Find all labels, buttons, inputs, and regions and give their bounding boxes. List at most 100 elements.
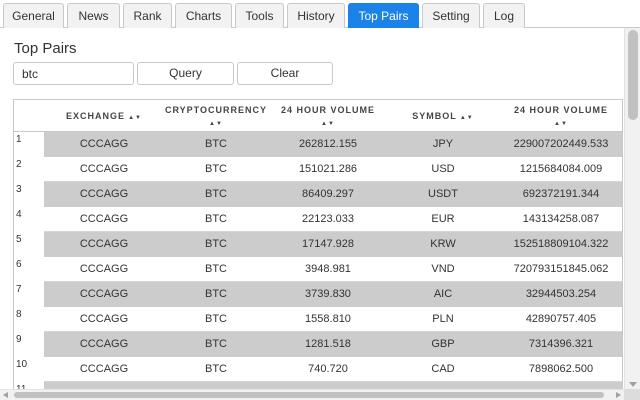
table-row[interactable]: 1 CCCAGG BTC 262812.155 JPY 229007202449… (14, 132, 622, 157)
cell-cryptocurrency: BTC (205, 188, 227, 200)
cell-cryptocurrency: BTC (205, 163, 227, 175)
cell-cryptocurrency: BTC (205, 138, 227, 150)
cell-cryptocurrency: BTC (205, 263, 227, 275)
cell-exchange: CCCAGG (79, 363, 129, 375)
table-row[interactable]: 8 CCCAGG BTC 1558.810 PLN 42890757.405 (14, 307, 622, 332)
query-button[interactable]: Query (137, 62, 234, 85)
scrollbar-corner (624, 389, 640, 400)
tab-charts[interactable]: Charts (175, 3, 232, 28)
tab-tools[interactable]: Tools (235, 3, 284, 28)
cell-volume-to: 143134258.087 (522, 213, 600, 225)
cell-symbol: AIC (433, 288, 453, 300)
cell-volume-to: 692372191.344 (522, 188, 600, 200)
column-header-cryptocurrency[interactable]: CRYPTOCURRENCY ▲▼ (164, 100, 268, 132)
cell-symbol: JPY (432, 138, 454, 150)
cell-symbol: GBP (431, 338, 455, 350)
cell-exchange: CCCAGG (79, 263, 129, 275)
table-row[interactable]: 11 (14, 382, 622, 390)
column-header-label: 24 HOUR VOLUME (280, 105, 375, 115)
tab-top-pairs[interactable]: Top Pairs (348, 3, 419, 28)
column-header-label: CRYPTOCURRENCY (164, 105, 267, 115)
cell-exchange: CCCAGG (79, 213, 129, 225)
table-row[interactable]: 4 CCCAGG BTC 22123.033 EUR 143134258.087 (14, 207, 622, 232)
row-cells: CCCAGG BTC 3948.981 VND 720793151845.062 (44, 257, 622, 282)
cell-volume: 86409.297 (302, 188, 354, 200)
vertical-scrollbar[interactable] (624, 28, 640, 389)
column-header-24h-volume[interactable]: 24 HOUR VOLUME ▲▼ (268, 100, 388, 132)
column-header-exchange[interactable]: EXCHANGE ▲▼ (44, 100, 164, 132)
clear-button[interactable]: Clear (237, 62, 333, 85)
table-header: EXCHANGE ▲▼ CRYPTOCURRENCY ▲▼ 24 HOUR VOLU… (14, 100, 622, 132)
tab-log[interactable]: Log (483, 3, 525, 28)
row-cells: CCCAGG BTC 22123.033 EUR 143134258.087 (44, 207, 622, 232)
tab-setting[interactable]: Setting (422, 3, 480, 28)
row-cells: CCCAGG BTC 740.720 CAD 7898062.500 (44, 357, 622, 382)
cell-volume-to: 7898062.500 (528, 363, 594, 375)
table-row[interactable]: 7 CCCAGG BTC 3739.830 AIC 32944503.254 (14, 282, 622, 307)
row-cells: CCCAGG BTC 1558.810 PLN 42890757.405 (44, 307, 622, 332)
row-cells: CCCAGG BTC 3739.830 AIC 32944503.254 (44, 282, 622, 307)
cell-volume: 151021.286 (298, 163, 358, 175)
table-row[interactable]: 10 CCCAGG BTC 740.720 CAD 7898062.500 (14, 357, 622, 382)
cell-exchange: CCCAGG (79, 163, 129, 175)
cell-symbol: EUR (431, 213, 455, 225)
row-cells: CCCAGG BTC 262812.155 JPY 229007202449.5… (44, 132, 622, 157)
tab-rank[interactable]: Rank (123, 3, 172, 28)
cell-volume: 1281.518 (305, 338, 351, 350)
cell-symbol: PLN (432, 313, 454, 325)
table-row[interactable]: 3 CCCAGG BTC 86409.297 USDT 692372191.34… (14, 182, 622, 207)
sort-icon[interactable]: ▲▼ (554, 121, 568, 127)
page-title: Top Pairs (14, 40, 77, 57)
cell-volume-to: 152518809104.322 (513, 238, 609, 250)
tab-news[interactable]: News (67, 3, 120, 28)
row-number: 7 (14, 282, 44, 307)
sort-icon[interactable]: ▲▼ (321, 121, 335, 127)
cell-exchange: CCCAGG (79, 188, 129, 200)
cell-volume: 3739.830 (305, 288, 351, 300)
column-header-symbol[interactable]: SYMBOL ▲▼ (388, 100, 498, 132)
sort-icon[interactable]: ▲▼ (459, 115, 474, 121)
row-cells: CCCAGG BTC 1281.518 GBP 7314396.321 (44, 332, 622, 357)
row-number: 6 (14, 257, 44, 282)
cell-cryptocurrency: BTC (205, 313, 227, 325)
table-row[interactable]: 9 CCCAGG BTC 1281.518 GBP 7314396.321 (14, 332, 622, 357)
cell-volume: 17147.928 (302, 238, 354, 250)
cell-volume: 262812.155 (298, 138, 358, 150)
column-header-label: SYMBOL (412, 111, 457, 121)
cell-cryptocurrency: BTC (205, 288, 227, 300)
horizontal-scrollbar[interactable] (0, 389, 624, 400)
cell-volume: 740.720 (308, 363, 348, 375)
cell-cryptocurrency: BTC (205, 238, 227, 250)
cell-cryptocurrency: BTC (205, 363, 227, 375)
table-row[interactable]: 6 CCCAGG BTC 3948.981 VND 720793151845.0… (14, 257, 622, 282)
tab-general[interactable]: General (3, 3, 64, 28)
sort-icon[interactable]: ▲▼ (209, 121, 223, 127)
cell-exchange: CCCAGG (79, 288, 129, 300)
tab-bar: General News Rank Charts Tools History T… (0, 0, 640, 28)
vertical-scroll-thumb[interactable] (628, 30, 638, 120)
cell-symbol: VND (431, 263, 455, 275)
row-number: 1 (14, 132, 44, 157)
cell-symbol: USDT (428, 188, 458, 200)
cell-symbol: USD (431, 163, 455, 175)
cell-exchange: CCCAGG (79, 138, 129, 150)
horizontal-scroll-thumb[interactable] (14, 392, 604, 398)
sort-icon[interactable]: ▲▼ (128, 115, 142, 121)
scroll-down-arrow-icon[interactable] (629, 382, 637, 387)
search-input[interactable] (13, 62, 134, 85)
cell-exchange: CCCAGG (79, 313, 129, 325)
row-number: 11 (14, 382, 44, 390)
row-number: 4 (14, 207, 44, 232)
scroll-left-arrow-icon[interactable] (3, 392, 8, 398)
cell-volume-to: 1215684084.009 (519, 163, 603, 175)
row-cells: CCCAGG BTC 86409.297 USDT 692372191.344 (44, 182, 622, 207)
table-row[interactable]: 5 CCCAGG BTC 17147.928 KRW 152518809104.… (14, 232, 622, 257)
tab-history[interactable]: History (287, 3, 345, 28)
cell-volume-to: 229007202449.533 (513, 138, 609, 150)
table-row[interactable]: 2 CCCAGG BTC 151021.286 USD 1215684084.0… (14, 157, 622, 182)
cell-volume: 1558.810 (305, 313, 351, 325)
row-number: 8 (14, 307, 44, 332)
column-header-24h-volume-to[interactable]: 24 HOUR VOLUME ▲▼ (498, 100, 622, 132)
row-number: 9 (14, 332, 44, 357)
scroll-right-arrow-icon[interactable] (616, 392, 621, 398)
